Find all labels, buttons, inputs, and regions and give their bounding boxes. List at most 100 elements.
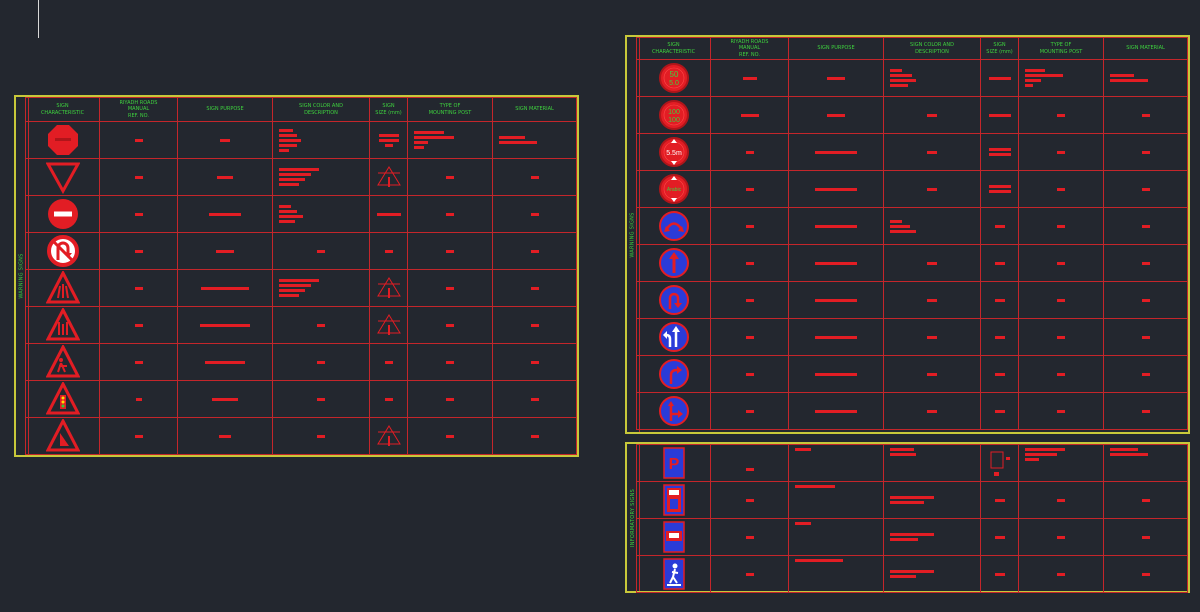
redacted-text-bar <box>815 261 857 265</box>
redacted-text-bar <box>220 138 230 142</box>
sign-cell <box>636 518 711 556</box>
purpose-cell <box>788 444 884 482</box>
size-cell <box>980 318 1019 356</box>
redacted-text-bar <box>745 335 754 339</box>
redacted-text-bar <box>994 409 1005 413</box>
redacted-text-block <box>1104 447 1187 480</box>
redacted-text-block <box>884 532 980 542</box>
redacted-text-bar <box>745 409 754 413</box>
redacted-text-bar <box>279 205 291 208</box>
redacted-text-bar <box>745 498 754 502</box>
ref-cell <box>710 555 789 593</box>
redacted-text-bar <box>890 219 902 223</box>
size-cell <box>980 355 1019 393</box>
ref-cell <box>710 355 789 393</box>
redacted-text-bar <box>890 74 912 77</box>
redacted-text-bar <box>988 185 1011 188</box>
redacted-text-bar <box>279 284 311 287</box>
color-cell <box>272 158 370 196</box>
redacted-text-bar <box>279 183 299 186</box>
two-way-traffic-sign-icon <box>45 308 80 341</box>
redacted-text-bar <box>795 447 811 451</box>
redacted-text-bar <box>1057 372 1065 376</box>
size-cell <box>369 232 408 270</box>
redacted-text-bar <box>217 175 233 179</box>
redacted-text-bar <box>530 434 539 438</box>
redacted-text-bar <box>745 150 754 154</box>
header-row: SIGN CHARACTERISTIC RIYADH ROADS MANUAL … <box>636 37 1188 60</box>
no-entry-sign-icon <box>47 199 78 229</box>
redacted-text-bar <box>279 143 297 147</box>
parking-letter: P <box>668 456 679 473</box>
redacted-text-bar <box>279 178 305 181</box>
sign-cell: 100 100 <box>636 96 711 134</box>
redacted-text-bar <box>815 335 857 339</box>
ref-cell <box>710 96 789 134</box>
table-row: Arabic <box>636 170 1188 208</box>
stop-sign-icon <box>47 125 78 155</box>
info-board-sign-icon <box>662 484 685 516</box>
purpose-cell <box>788 392 884 430</box>
post-cell <box>407 121 493 159</box>
redacted-text-bar <box>795 521 811 525</box>
yield-sign-icon <box>45 162 80 194</box>
height-value: 5.5m <box>666 150 682 157</box>
color-cell <box>883 244 981 282</box>
redacted-text-bar <box>201 286 249 290</box>
header-cell: SIGN COLOR AND DESCRIPTION <box>272 97 370 122</box>
material-cell <box>492 121 577 159</box>
redacted-text-bar <box>279 289 305 292</box>
size-cell <box>980 96 1019 134</box>
purpose-cell <box>788 518 884 556</box>
color-cell <box>272 380 370 418</box>
redacted-text-bar <box>530 175 539 179</box>
ref-cell <box>710 481 789 519</box>
redacted-text-bar <box>815 372 857 376</box>
header-cell: TYPE OF MOUNTING POST <box>407 97 493 122</box>
warning-signs-panel: WARNING SIGNS SIGN CHARACTERISTIC RIYADH… <box>14 95 579 457</box>
redacted-text-bar <box>890 84 908 87</box>
header-cell: SIGN SIZE (mm) <box>369 97 408 122</box>
slippery-road-sign-icon <box>45 419 80 452</box>
ahead-only-sign-icon <box>658 248 689 278</box>
header-cell: SIGN CHARACTERISTIC <box>636 37 711 60</box>
redacted-text-bar <box>446 397 454 401</box>
sign-cell <box>636 207 711 245</box>
redacted-text-bar <box>927 335 937 339</box>
redacted-text-bar <box>414 131 444 134</box>
post-cell <box>1018 318 1104 356</box>
redacted-text-block <box>1019 447 1103 480</box>
redacted-text-bar <box>1141 224 1150 228</box>
redacted-text-bar <box>1141 572 1150 576</box>
children-crossing-sign-icon <box>45 345 80 378</box>
ref-cell <box>99 343 178 381</box>
bus-stop-sign-icon <box>662 521 685 553</box>
warning-signs-table: SIGN CHARACTERISTIC RIYADH ROADS MANUAL … <box>25 97 577 455</box>
redacted-text-bar <box>530 360 539 364</box>
redacted-text-bar <box>446 434 454 438</box>
purpose-cell <box>177 417 273 455</box>
redacted-text-bar <box>1057 298 1065 302</box>
ref-cell <box>710 133 789 171</box>
post-cell <box>1018 59 1104 97</box>
table-row: 5.5m <box>636 133 1188 171</box>
redacted-text-bar <box>1141 498 1150 502</box>
redacted-text-bar <box>890 496 934 499</box>
redacted-text-bar <box>1057 498 1065 502</box>
redacted-text-bar <box>1057 535 1065 539</box>
redacted-text-bar <box>530 323 539 327</box>
sign-cell <box>636 244 711 282</box>
post-cell <box>1018 481 1104 519</box>
redacted-text-bar <box>745 572 754 576</box>
sign-size-drawing-icon <box>376 314 401 335</box>
redacted-text-bar <box>890 570 934 573</box>
size-cell <box>369 417 408 455</box>
ref-cell <box>99 269 178 307</box>
header-cell: SIGN CHARACTERISTIC <box>25 97 100 122</box>
table-row <box>636 318 1188 356</box>
redacted-text-bar <box>1141 150 1150 154</box>
redacted-text-bar <box>795 558 843 562</box>
redacted-text-bar <box>279 210 297 213</box>
table-row <box>25 232 577 270</box>
redacted-text-bar <box>446 360 454 364</box>
